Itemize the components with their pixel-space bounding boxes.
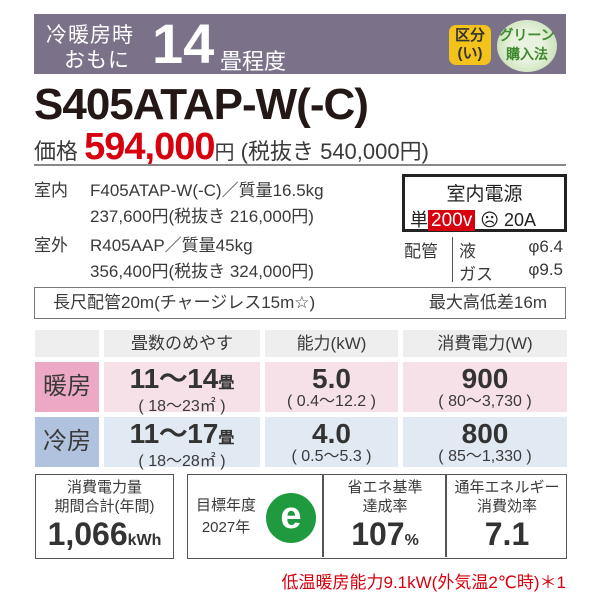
kubun-badge: 区分 (い) xyxy=(449,25,491,65)
achieve-title2: 達成率 xyxy=(362,498,408,515)
annual-unit: kWh xyxy=(127,532,162,549)
green-label2: 購入法 xyxy=(506,46,548,62)
heating-capacity-range: ( 0.4～12.2 ) xyxy=(287,393,376,410)
target-year: 目標年度 2027年 xyxy=(196,495,256,539)
gas-size: φ9.5 xyxy=(528,260,563,279)
cooling-capacity-value: 4.0 xyxy=(312,418,351,449)
piping-info: 配管 液 φ6.4 ガス φ9.5 xyxy=(402,237,567,284)
price-row: 価格 594,000円 (税抜き 540,000円) xyxy=(34,126,429,169)
power-title: 室内電源 xyxy=(446,184,523,205)
long-pipe-box: 長尺配管20m(チャージレス15m☆) 最大高低差16m xyxy=(34,287,566,319)
kubun-label: 区分 xyxy=(454,27,485,44)
price-yen: 円 xyxy=(214,142,235,164)
green-purchase-logo: グリーン 購入法 xyxy=(497,20,557,72)
cooling-power-value: 800 xyxy=(461,418,509,449)
indoor-label: 室内 xyxy=(34,181,68,200)
plug-icon: ☹ xyxy=(480,210,499,230)
price-value: 594,000 xyxy=(84,126,215,168)
apf-value: 7.1 xyxy=(484,516,530,552)
power-amp: 20A xyxy=(504,210,537,230)
outdoor-model-text: R405AAP／質量45kg xyxy=(90,236,253,255)
max-height-diff: 最大高低差16m xyxy=(428,293,547,312)
price-label: 価格 xyxy=(34,139,79,164)
cooling-power-range: ( 85～1,330 ) xyxy=(438,448,532,465)
cooling-area: ( 18～28㎡ ) xyxy=(138,453,226,470)
model-title: S405ATAP-W(-C) xyxy=(34,80,369,129)
liquid-label: 液 xyxy=(459,242,476,261)
kubun-value: (い) xyxy=(457,45,483,62)
power-box: 室内電源 単 200v ☹ 20A xyxy=(402,174,567,232)
divider xyxy=(445,475,447,557)
achievement-rate: 省エネ基準 達成率 107% xyxy=(324,475,446,559)
green-label1: グリーン xyxy=(499,27,555,43)
outdoor-price: 356,400円(税抜き 324,000円) xyxy=(90,262,314,281)
header-line2: おもに xyxy=(64,49,130,72)
indoor-model-text: F405ATAP-W(-C)／質量16.5kg xyxy=(90,181,324,200)
indoor-model: 室内 F405ATAP-W(-C)／質量16.5kg xyxy=(34,176,324,201)
tatami-unit: 畳 xyxy=(218,375,235,392)
table-header-empty xyxy=(35,330,99,357)
target-line1: 目標年度 xyxy=(196,497,257,514)
cooling-tatami-value: 11～17 xyxy=(129,418,219,449)
apf-title2: 消費効率 xyxy=(476,498,537,515)
achieve-value: 107 xyxy=(351,516,405,552)
piping-separator xyxy=(452,237,453,282)
heating-capacity: 5.0( 0.4～12.2 ) xyxy=(265,362,398,412)
table-header-capacity: 能力(kW) xyxy=(265,330,398,357)
room-size-unit: 畳程度 xyxy=(220,49,287,74)
outdoor-model: 室外 R405AAP／質量45kg xyxy=(34,231,253,256)
table-header-tatami: 畳数のめやす xyxy=(104,330,260,357)
gas-label: ガス xyxy=(459,265,493,284)
cooling-capacity-range: ( 0.5～5.3 ) xyxy=(291,448,372,465)
divider xyxy=(34,164,566,166)
table-header-power: 消費電力(W) xyxy=(403,330,567,357)
row-label-heating: 暖房 xyxy=(35,362,99,412)
annual-title2: 期間合計(年間) xyxy=(54,498,155,515)
heating-tatami-value: 11～14 xyxy=(129,363,219,394)
footnote: 低温暖房能力9.1kW(外気温2℃時)＊1 xyxy=(281,573,566,592)
heating-area: ( 18～23㎡ ) xyxy=(138,398,226,415)
cooling-tatami: 11～17畳 ( 18～28㎡ ) xyxy=(104,417,260,470)
row-label-cooling: 冷房 xyxy=(35,417,99,467)
efficiency-box: 目標年度 2027年 e 省エネ基準 達成率 107% 通年エネルギー 消費効率 … xyxy=(187,474,567,559)
long-pipe-text: 長尺配管20m(チャージレス15m☆) xyxy=(53,293,316,312)
heating-capacity-value: 5.0 xyxy=(312,363,351,394)
annual-title1: 消費電力量 xyxy=(66,479,142,496)
outdoor-label: 室外 xyxy=(34,236,68,255)
achieve-title1: 省エネ基準 xyxy=(347,479,423,496)
indoor-price: 237,600円(税抜き 216,000円) xyxy=(90,207,314,226)
price-tax-excl: (税抜き 540,000円) xyxy=(240,139,429,164)
annual-consumption-box: 消費電力量 期間合計(年間) 1,066kWh xyxy=(35,474,174,559)
apf: 通年エネルギー 消費効率 7.1 xyxy=(447,475,567,552)
liquid-size: φ6.4 xyxy=(528,237,563,256)
target-line2: 2027年 xyxy=(201,519,251,536)
power-voltage: 200v xyxy=(428,210,476,231)
room-size: 14 xyxy=(152,12,215,75)
apf-title1: 通年エネルギー xyxy=(454,479,560,496)
power-phase: 単 xyxy=(410,210,428,230)
heating-power-range: ( 80～3,730 ) xyxy=(438,393,532,410)
heating-power-value: 900 xyxy=(461,363,509,394)
heating-tatami: 11～14畳 ( 18～23㎡ ) xyxy=(104,362,260,415)
achieve-unit: % xyxy=(404,532,419,549)
piping-label: 配管 xyxy=(404,242,438,261)
cooling-capacity: 4.0( 0.5～5.3 ) xyxy=(265,417,398,467)
annual-value: 1,066 xyxy=(47,516,128,552)
energy-saving-e-mark: e xyxy=(266,493,316,543)
cooling-power: 800( 85～1,330 ) xyxy=(403,417,567,467)
divider xyxy=(322,475,324,557)
heating-power: 900( 80～3,730 ) xyxy=(403,362,567,412)
tatami-unit: 畳 xyxy=(218,430,235,447)
header-line1: 冷暖房時 xyxy=(46,24,134,47)
